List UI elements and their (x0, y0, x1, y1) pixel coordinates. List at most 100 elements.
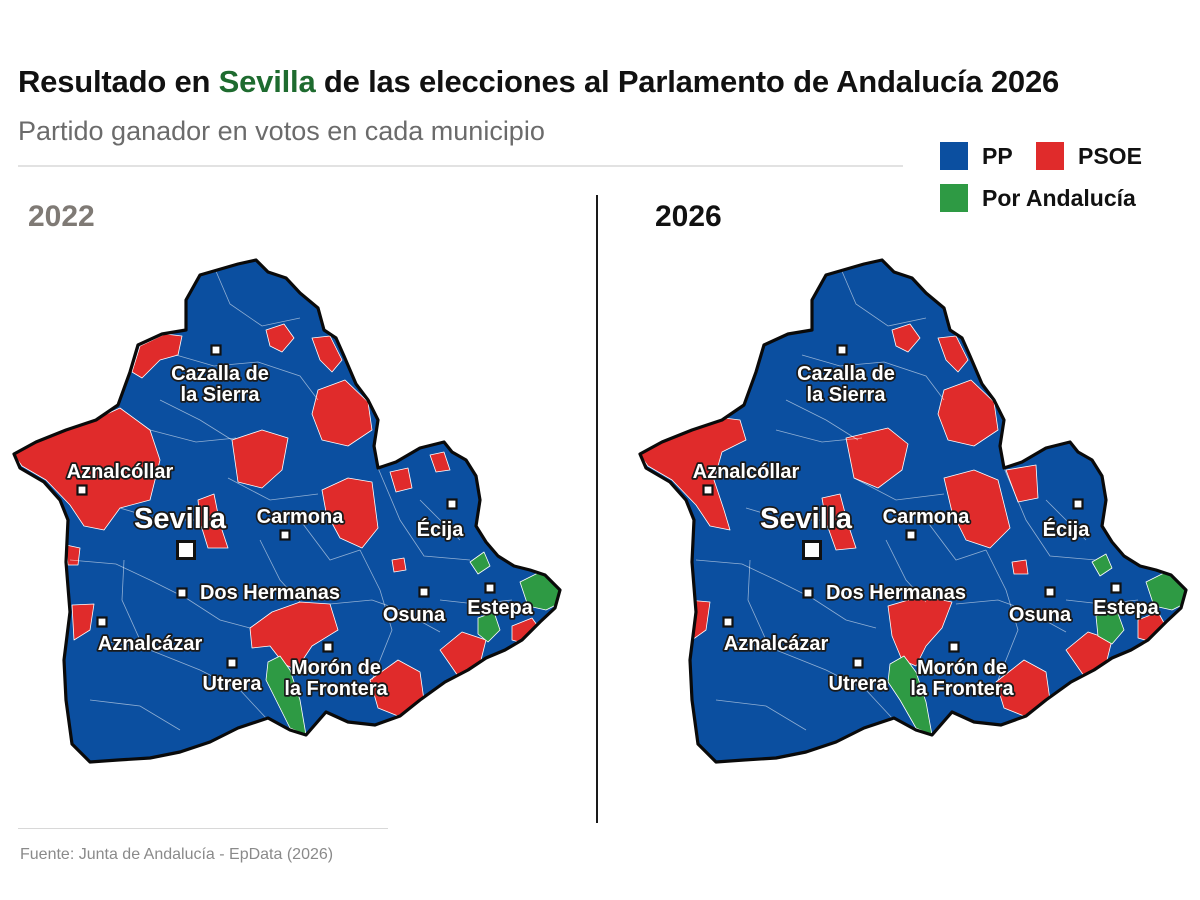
place-marker (1072, 498, 1084, 510)
region-psoe-east-sierra (937, 379, 999, 447)
place-label: Écija (417, 518, 465, 541)
place-label: la Sierra (807, 384, 887, 406)
place-marker (852, 657, 864, 669)
municipal-border (985, 549, 1019, 681)
municipal-border (69, 559, 187, 599)
municipal-border (439, 599, 513, 605)
municipal-border (1045, 499, 1087, 541)
region-psoe-north (891, 323, 921, 353)
place-marker (176, 540, 196, 560)
place-dos-hermanas: Dos Hermanas (176, 580, 342, 606)
place-marker (322, 641, 334, 653)
region-por-andalucia-estepa (1095, 607, 1125, 645)
place-aznalcollar: Aznalcóllar (691, 459, 801, 496)
place-marker (702, 484, 714, 496)
title-prefix: Resultado en (18, 64, 219, 99)
municipal-border (695, 559, 813, 599)
municipal-border (159, 399, 233, 441)
header-divider (18, 165, 903, 167)
place-label: Carmona (257, 506, 345, 528)
region-por-andalucia-ecija (1091, 553, 1113, 577)
region-layer-2022 (14, 261, 560, 736)
place-label: Osuna (383, 604, 446, 626)
place-marker (446, 498, 458, 510)
place-marker (802, 587, 814, 599)
place-estepa: Estepa (465, 582, 535, 621)
municipal-border (785, 399, 859, 441)
region-psoe-carmona-east (943, 469, 1011, 549)
legend-swatch-pp (940, 142, 968, 170)
municipal-border (175, 354, 319, 401)
place-aznalcazar: Aznalcázar (96, 616, 204, 657)
region-psoe-moron (249, 601, 339, 671)
region-psoe-marismas (71, 603, 95, 641)
municipal-border (89, 699, 181, 731)
municipal-border (925, 519, 987, 561)
place-label: Cazalla de (797, 363, 895, 385)
place-aznalcollar: Aznalcóllar (65, 459, 175, 496)
municipal-border (149, 429, 237, 443)
region-psoe-north-east (311, 335, 343, 373)
chart-title: Resultado en Sevilla de las elecciones a… (18, 64, 1059, 100)
municipal-border (119, 507, 196, 521)
source-note: Fuente: Junta de Andalucía - EpData (202… (20, 846, 334, 863)
municipal-border (865, 689, 893, 719)
region-psoe-ecija-south (391, 557, 407, 573)
municipal-border (185, 597, 251, 629)
legend-item-por-andalucia: Por Andalucía (940, 184, 1136, 212)
place-label: Cazalla de (171, 363, 269, 385)
place-marker (836, 344, 848, 356)
municipal-border (747, 559, 767, 641)
place-label: Utrera (203, 673, 263, 695)
region-psoe-ecija-north-2 (429, 451, 451, 473)
title-suffix: de las elecciones al Parlamento de Andal… (315, 64, 1060, 99)
place-label: Dos Hermanas (826, 582, 966, 604)
region-psoe-moron (887, 595, 953, 667)
place-estepa: Estepa (1091, 582, 1161, 621)
municipal-border (1003, 467, 1097, 561)
place-label: Carmona (883, 506, 971, 528)
municipal-border (955, 599, 1067, 633)
legend-label-pp: PP (982, 142, 1013, 169)
map-year-2022: 2022 (28, 200, 95, 233)
place-label: Dos Hermanas (200, 582, 340, 604)
place-utrera: Utrera (827, 657, 890, 697)
region-psoe-north-west (131, 333, 183, 379)
place-carmona: Carmona (255, 504, 346, 541)
place-marker (76, 484, 88, 496)
legend-swatch-psoe (1036, 142, 1064, 170)
region-psoe-centre-north (231, 429, 289, 489)
place-label: Morón de (917, 657, 1007, 679)
place-marker (176, 587, 188, 599)
municipal-border (745, 507, 822, 521)
municipal-border (329, 599, 441, 633)
municipal-border (885, 539, 927, 603)
title-highlight: Sevilla (218, 64, 316, 99)
place-label: Morón de (291, 657, 381, 679)
place-label: la Frontera (284, 678, 388, 700)
legend-item-pp: PP (940, 142, 1013, 170)
municipal-border (121, 559, 141, 641)
map-divider (596, 195, 598, 823)
municipal-border (211, 261, 301, 327)
place-sevilla: Sevilla (132, 501, 229, 560)
place-utrera: Utrera (201, 657, 264, 697)
footer-divider (18, 828, 388, 829)
place-marker (226, 657, 238, 669)
place-marker (96, 616, 108, 628)
municipal-border (811, 597, 877, 629)
place-marker (722, 616, 734, 628)
municipal-border (775, 429, 863, 443)
municipal-border (715, 699, 807, 731)
region-psoe-east-sierra (311, 379, 373, 447)
place-marker (210, 344, 222, 356)
place-label: la Sierra (181, 384, 261, 406)
place-label: Estepa (1093, 597, 1159, 619)
place-label: Aznalcázar (98, 633, 203, 655)
place-marker (418, 586, 430, 598)
